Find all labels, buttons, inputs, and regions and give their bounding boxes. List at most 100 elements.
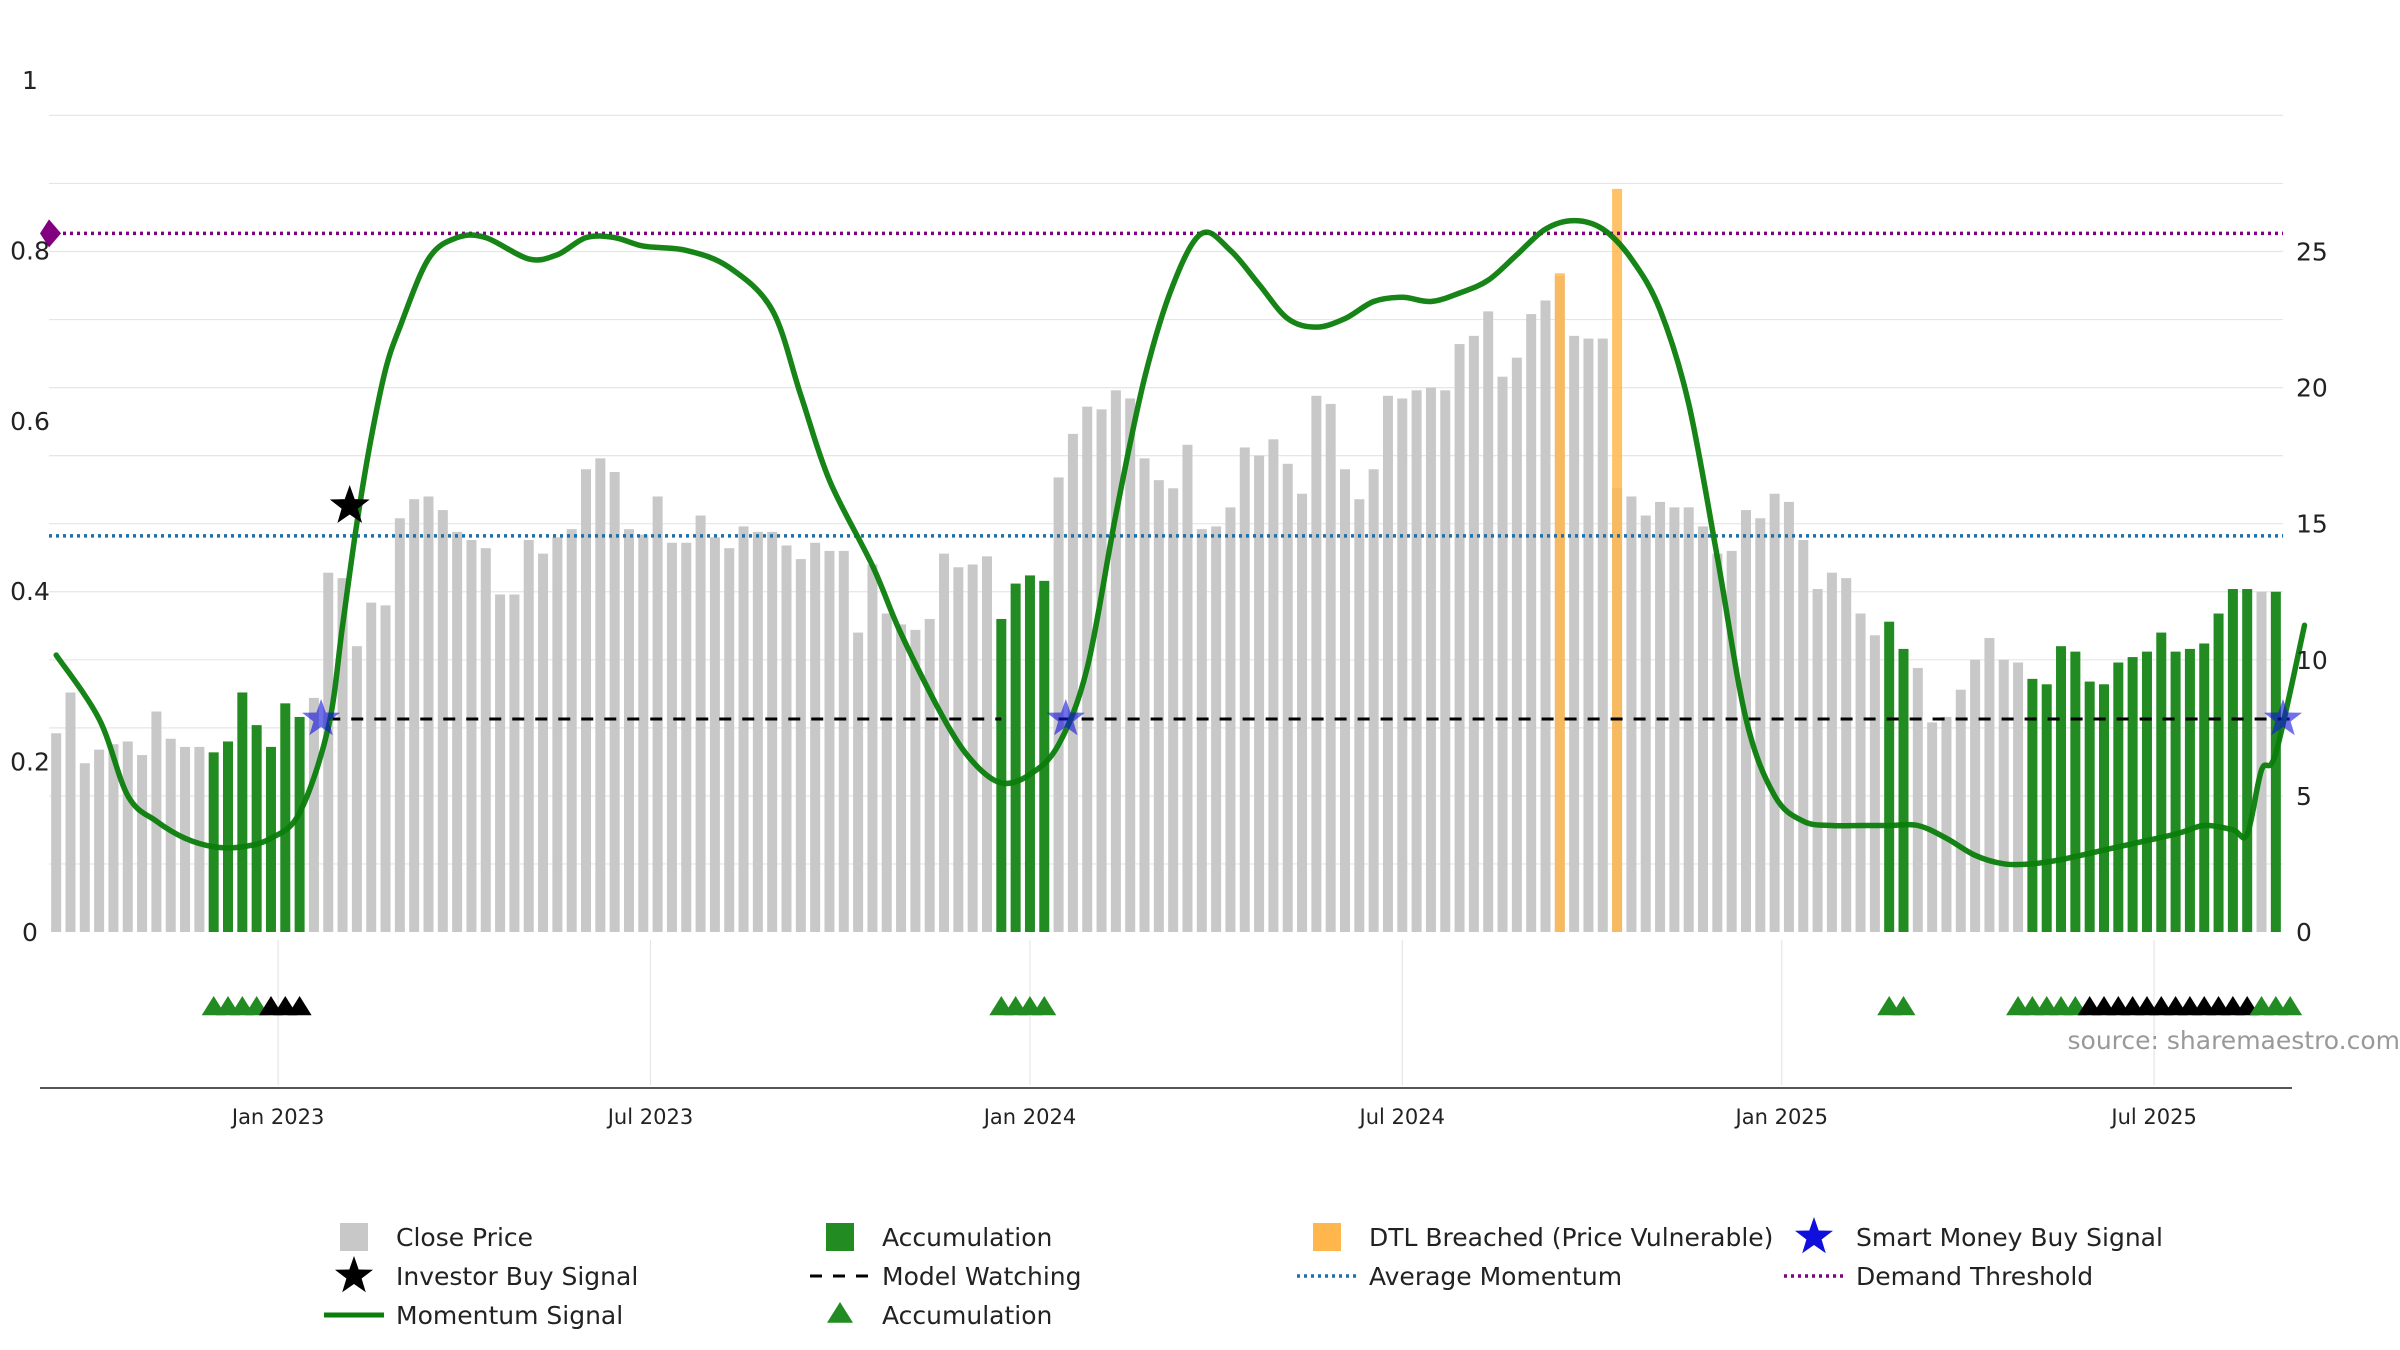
close-price-bar <box>466 540 477 932</box>
close-price-bar <box>165 738 176 932</box>
close-price-bar <box>1540 300 1551 933</box>
watch-marker-icon <box>287 996 312 1016</box>
close-price-bar <box>1268 439 1279 932</box>
close-price-bar <box>1096 409 1107 932</box>
accumulation-bar <box>996 618 1007 932</box>
close-price-bar <box>122 741 133 932</box>
close-price-bar <box>1655 501 1666 932</box>
x-axis-tick-label: Jul 2024 <box>1358 1105 1445 1129</box>
legend-label: DTL Breached (Price Vulnerable) <box>1369 1223 1773 1252</box>
accumulation-bar <box>280 703 291 932</box>
lines-layer <box>40 217 2308 868</box>
close-price-bar <box>724 548 735 932</box>
close-price-bar <box>1153 480 1164 932</box>
close-price-bar <box>2013 662 2024 932</box>
close-price-bar <box>853 632 864 932</box>
legend-label: Momentum Signal <box>396 1301 623 1330</box>
close-price-bar <box>924 618 935 932</box>
legend-label: Accumulation <box>882 1223 1052 1252</box>
close-price-bar <box>838 550 849 932</box>
close-price-bar <box>595 458 606 932</box>
close-price-bar <box>666 542 677 932</box>
accumulation-bar <box>208 752 219 932</box>
close-price-bar <box>638 534 649 932</box>
close-price-bar <box>1941 716 1952 932</box>
legend-label: Smart Money Buy Signal <box>1856 1223 2163 1252</box>
accumulation-bar <box>2027 678 2038 932</box>
close-price-bar <box>351 646 362 932</box>
accumulation-bar <box>1024 575 1035 932</box>
close-price-bar <box>1869 635 1880 932</box>
close-price-bar <box>953 567 964 932</box>
legend-label: Close Price <box>396 1223 533 1252</box>
close-price-bar <box>1168 488 1179 932</box>
right-axis-tick-label: 25 <box>2296 237 2328 266</box>
close-price-bar <box>695 515 706 932</box>
close-price-bar <box>1340 469 1351 932</box>
left-axis-tick-label: 0 <box>22 918 38 947</box>
close-price-bar <box>1826 572 1837 932</box>
close-price-bar <box>1382 395 1393 932</box>
legend-investor-buy-star-icon <box>335 1256 373 1293</box>
close-price-bar <box>781 545 792 932</box>
close-price-bar <box>939 553 950 932</box>
close-price-bar <box>1726 550 1737 932</box>
right-axis-tick-label: 5 <box>2296 782 2312 811</box>
accumulation-marker-icon <box>2278 996 2303 1016</box>
close-price-bar <box>1783 501 1794 932</box>
accumulation-bar <box>237 692 248 932</box>
close-price-bar <box>1468 335 1479 932</box>
close-price-bar <box>1297 493 1308 932</box>
close-price-bar <box>896 624 907 932</box>
close-price-bar <box>380 605 391 932</box>
close-price-bar <box>1110 390 1121 932</box>
left-axis-tick-label: 1 <box>22 66 38 95</box>
close-price-bar <box>1583 338 1594 932</box>
accumulation-bar <box>2098 684 2109 932</box>
close-price-bar <box>810 542 821 932</box>
close-price-bar <box>1912 667 1923 932</box>
close-price-bar <box>867 564 878 932</box>
x-axis-tick-label: Jan 2025 <box>1734 1105 1829 1129</box>
close-price-bar <box>1626 496 1637 932</box>
close-price-bar <box>1311 395 1322 932</box>
close-price-bar <box>65 692 76 932</box>
accumulation-bar <box>1884 621 1895 932</box>
close-price-bar <box>509 594 520 932</box>
bars-layer <box>51 188 2281 933</box>
close-price-bar <box>1769 493 1780 932</box>
close-price-bar <box>581 469 592 932</box>
close-price-bar <box>623 529 634 932</box>
investor-buy-signal-icon <box>329 485 370 523</box>
source-label: source: sharemaestro.com <box>2068 1026 2400 1055</box>
legend-smart-money-star-icon <box>1795 1217 1833 1254</box>
close-price-bar <box>94 749 105 932</box>
accumulation-bar <box>2084 681 2095 932</box>
close-price-bar <box>1440 390 1451 932</box>
legend-label: Model Watching <box>882 1262 1082 1291</box>
close-price-bar <box>981 556 992 932</box>
accumulation-bar <box>1898 648 1909 932</box>
close-price-bar <box>967 564 978 932</box>
close-price-bar <box>552 537 563 932</box>
accumulation-bar <box>2270 591 2281 932</box>
left-axis-tick-label: 0.8 <box>10 236 50 265</box>
close-price-bar <box>409 499 420 932</box>
close-price-bar <box>1397 398 1408 932</box>
accumulation-bar <box>2170 651 2181 932</box>
accumulation-bar <box>2141 651 2152 932</box>
close-price-bar <box>79 763 90 932</box>
close-price-bar <box>609 471 620 932</box>
accumulation-bar <box>2041 684 2052 932</box>
close-price-bar <box>1698 526 1709 932</box>
close-price-bar <box>1067 433 1078 932</box>
accumulation-bar <box>1010 583 1021 932</box>
close-price-bar <box>423 496 434 932</box>
close-price-bar <box>1211 526 1222 932</box>
close-price-bar <box>824 550 835 932</box>
accumulation-bar <box>2113 662 2124 932</box>
legend-accumulation-swatch <box>826 1223 854 1251</box>
x-axis-tick-label: Jul 2023 <box>606 1105 693 1129</box>
close-price-bar <box>652 496 663 932</box>
